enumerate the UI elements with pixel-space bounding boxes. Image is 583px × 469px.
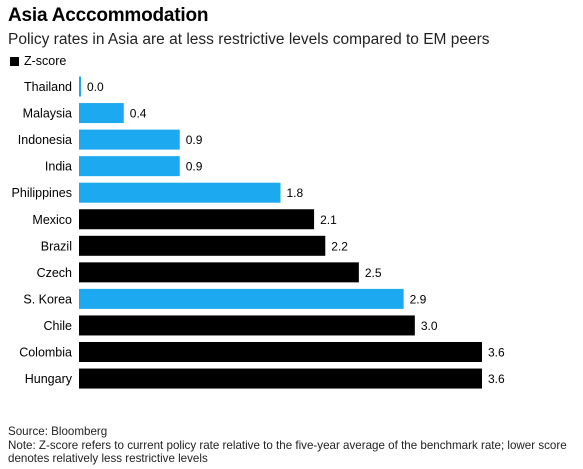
legend-swatch [10,56,19,66]
bar-mexico [79,209,315,230]
category-label-india: India [45,160,72,174]
bar-indonesia [79,129,180,150]
value-label-czech: 2.5 [365,266,382,280]
category-label-colombia: Colombia [19,346,72,360]
category-label-malaysia: Malaysia [23,107,72,121]
category-label-mexico: Mexico [32,213,72,227]
value-label-mexico: 2.1 [320,213,337,227]
value-label-malaysia: 0.4 [130,107,147,121]
bar-india [79,156,180,177]
footnote: Note: Z-score refers to current policy r… [8,438,567,466]
footer: Source: Bloomberg Note: Z-score refers t… [8,425,578,466]
bar-thailand [79,76,81,97]
category-label-philippines: Philippines [12,186,72,200]
value-label-thailand: 0.0 [87,80,104,94]
bar-s-korea [79,288,404,309]
chart-title: Asia Acccommodation [8,5,209,26]
category-label-thailand: Thailand [24,80,72,94]
bar-brazil [79,235,326,256]
value-label-s-korea: 2.9 [410,292,427,306]
value-label-hungary: 3.6 [488,372,505,386]
category-label-chile: Chile [44,319,73,333]
legend-label: Z-score [24,54,67,68]
value-label-philippines: 1.8 [287,186,304,200]
bar-malaysia [79,103,124,124]
category-label-czech: Czech [37,266,72,280]
value-label-india: 0.9 [186,160,203,174]
value-label-indonesia: 0.9 [186,133,203,147]
bar-czech [79,262,359,283]
value-label-brazil: 2.2 [331,239,348,253]
chart-subtitle: Policy rates in Asia are at less restric… [8,31,490,48]
source-note: Source: Bloomberg [8,425,108,438]
bar-philippines [79,182,281,203]
bar-hungary [79,368,482,389]
category-label-hungary: Hungary [25,372,73,386]
category-label-indonesia: Indonesia [18,133,72,147]
value-label-colombia: 3.6 [488,346,505,360]
value-label-chile: 3.0 [421,319,438,333]
category-label-s-korea: S. Korea [23,292,72,306]
category-label-brazil: Brazil [41,239,72,253]
bar-chile [79,315,415,336]
bar-colombia [79,342,482,362]
legend: Z-score [10,54,66,68]
